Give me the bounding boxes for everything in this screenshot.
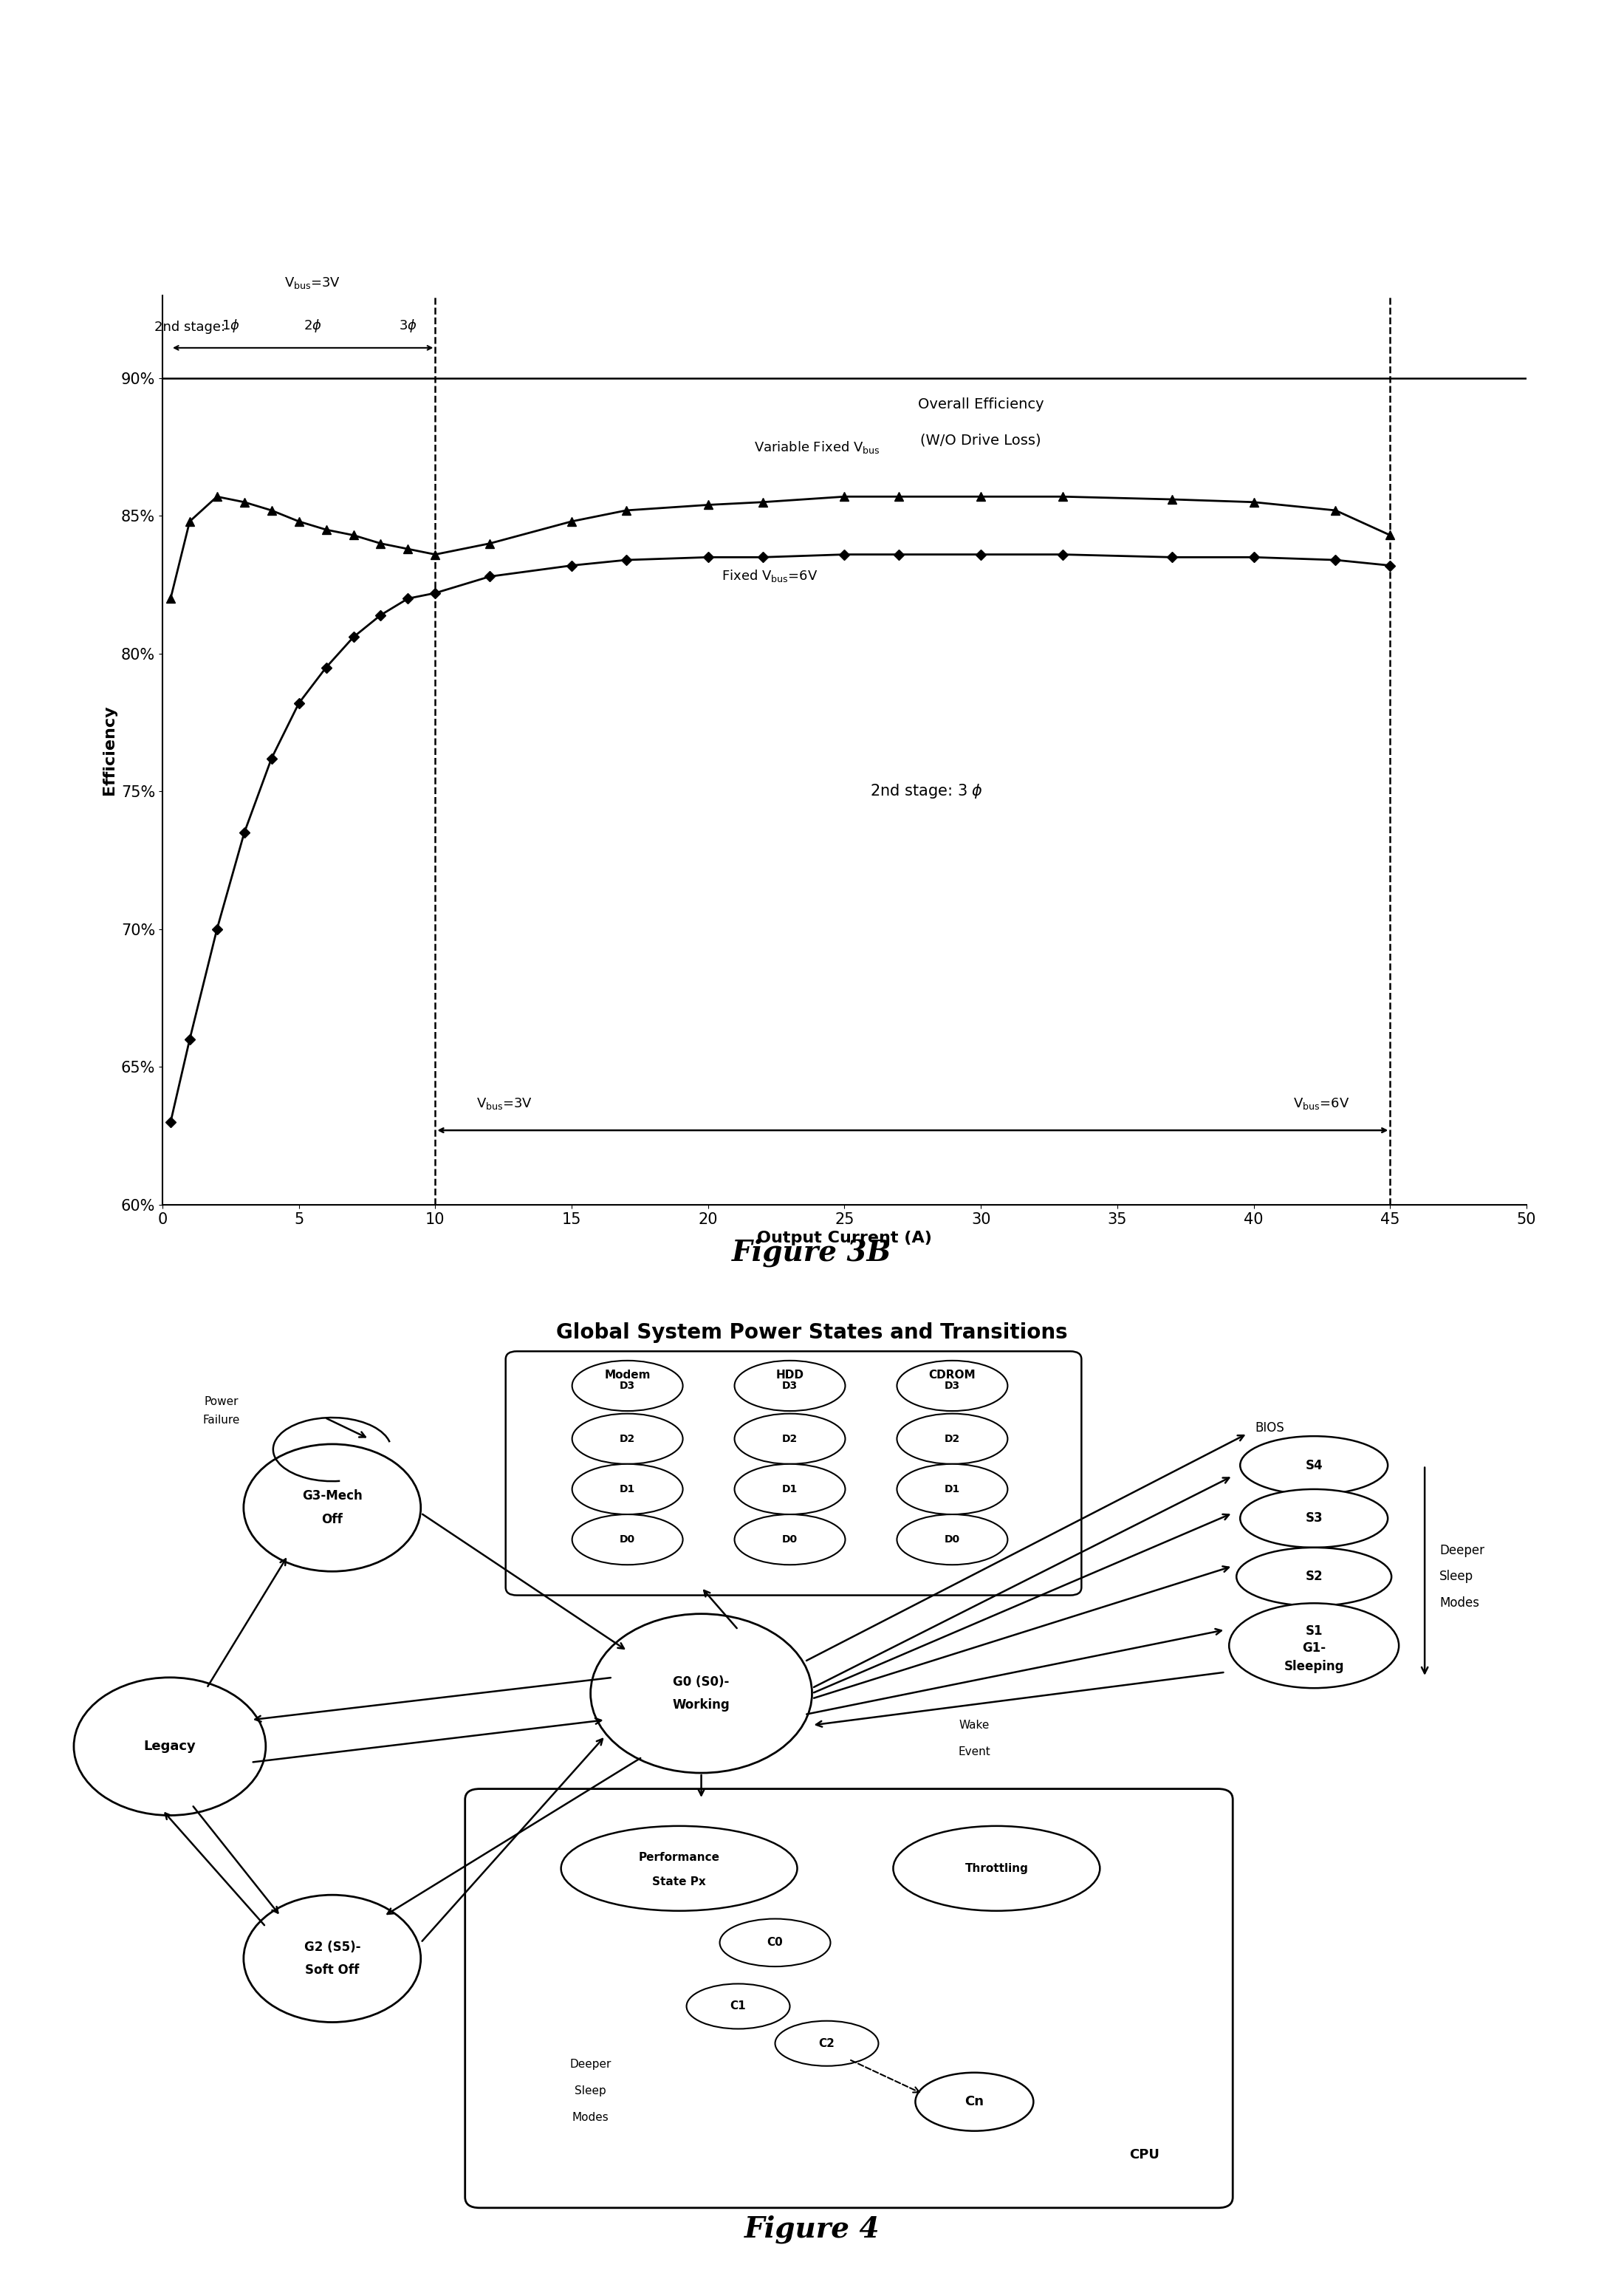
Text: Figure 4: Figure 4 <box>744 2214 880 2243</box>
Text: S2: S2 <box>1306 1571 1322 1584</box>
Text: HDD: HDD <box>776 1371 804 1380</box>
Text: State Px: State Px <box>653 1875 706 1887</box>
Y-axis label: Efficiency: Efficiency <box>102 705 117 796</box>
Text: D1: D1 <box>945 1484 960 1493</box>
Text: C0: C0 <box>767 1937 783 1948</box>
Ellipse shape <box>572 1514 682 1564</box>
Text: D1: D1 <box>783 1484 797 1493</box>
Ellipse shape <box>734 1514 844 1564</box>
Ellipse shape <box>1241 1437 1389 1496</box>
Text: Deeper: Deeper <box>1439 1543 1484 1557</box>
Text: 3$\phi$: 3$\phi$ <box>400 318 417 334</box>
Text: Cn: Cn <box>965 2096 984 2109</box>
Text: 2nd stage: 3 $\phi$: 2nd stage: 3 $\phi$ <box>870 782 983 800</box>
Ellipse shape <box>1229 1602 1398 1689</box>
Circle shape <box>73 1677 266 1816</box>
Ellipse shape <box>560 1825 797 1912</box>
Text: 1$\phi$: 1$\phi$ <box>221 318 240 334</box>
Text: Throttling: Throttling <box>965 1864 1028 1873</box>
Text: Variable Fixed V$_\mathregular{bus}$: Variable Fixed V$_\mathregular{bus}$ <box>754 439 880 455</box>
Text: Failure: Failure <box>203 1414 240 1425</box>
Text: V$_\mathregular{bus}$=6V: V$_\mathregular{bus}$=6V <box>1293 1096 1350 1111</box>
Text: D0: D0 <box>945 1534 960 1546</box>
Text: Routine: Routine <box>1255 1452 1302 1466</box>
Text: Power: Power <box>205 1396 239 1407</box>
Text: G2 (S5)-: G2 (S5)- <box>304 1941 361 1953</box>
Text: D3: D3 <box>945 1380 960 1391</box>
Ellipse shape <box>734 1464 844 1514</box>
Text: 2$\phi$: 2$\phi$ <box>304 318 322 334</box>
Text: Modes: Modes <box>1439 1596 1479 1609</box>
Text: Sleep: Sleep <box>1439 1571 1473 1584</box>
Ellipse shape <box>734 1362 844 1412</box>
Text: D0: D0 <box>620 1534 635 1546</box>
Text: S3: S3 <box>1306 1512 1322 1525</box>
Text: Fixed V$_\mathregular{bus}$=6V: Fixed V$_\mathregular{bus}$=6V <box>721 568 818 584</box>
Ellipse shape <box>1236 1548 1392 1605</box>
Text: V$_\mathregular{bus}$=3V: V$_\mathregular{bus}$=3V <box>284 275 341 291</box>
Circle shape <box>244 1896 421 2023</box>
Text: S1: S1 <box>1306 1625 1322 1637</box>
Text: Modes: Modes <box>572 2112 609 2123</box>
Ellipse shape <box>896 1464 1007 1514</box>
Ellipse shape <box>572 1362 682 1412</box>
Text: Legacy: Legacy <box>143 1739 197 1752</box>
Ellipse shape <box>896 1414 1007 1464</box>
Text: Event: Event <box>958 1746 991 1757</box>
Text: G1-: G1- <box>1302 1641 1325 1655</box>
Text: Sleeping: Sleeping <box>1285 1659 1345 1673</box>
Text: D3: D3 <box>783 1380 797 1391</box>
Text: G0 (S0)-: G0 (S0)- <box>672 1675 729 1689</box>
Text: BIOS: BIOS <box>1255 1421 1285 1434</box>
Text: D3: D3 <box>620 1380 635 1391</box>
Ellipse shape <box>896 1514 1007 1564</box>
Ellipse shape <box>572 1464 682 1514</box>
Ellipse shape <box>916 2073 1033 2132</box>
Text: Deeper: Deeper <box>570 2059 611 2071</box>
Text: (W/O Drive Loss): (W/O Drive Loss) <box>921 434 1041 448</box>
Text: C1: C1 <box>731 2000 745 2012</box>
FancyBboxPatch shape <box>505 1350 1082 1596</box>
Text: Modem: Modem <box>604 1371 651 1380</box>
Circle shape <box>591 1614 812 1773</box>
Text: Figure 3B: Figure 3B <box>732 1239 892 1268</box>
Text: G3-Mech: G3-Mech <box>302 1489 362 1502</box>
Text: Global System Power States and Transitions: Global System Power States and Transitio… <box>557 1323 1067 1343</box>
Text: Working: Working <box>672 1698 729 1712</box>
Ellipse shape <box>572 1414 682 1464</box>
Text: Overall Efficiency: Overall Efficiency <box>918 398 1044 411</box>
Text: CPU: CPU <box>1129 2148 1160 2162</box>
Ellipse shape <box>687 1984 789 2030</box>
Ellipse shape <box>775 2021 879 2066</box>
Text: Off: Off <box>322 1514 343 1525</box>
Text: S4: S4 <box>1306 1459 1322 1473</box>
Ellipse shape <box>719 1918 830 1966</box>
Ellipse shape <box>896 1362 1007 1412</box>
Ellipse shape <box>893 1825 1099 1912</box>
Ellipse shape <box>734 1414 844 1464</box>
Text: Soft Off: Soft Off <box>305 1964 359 1978</box>
X-axis label: Output Current (A): Output Current (A) <box>757 1230 932 1246</box>
Text: C2: C2 <box>818 2039 835 2048</box>
Text: V$_\mathregular{bus}$=3V: V$_\mathregular{bus}$=3V <box>476 1096 533 1111</box>
FancyBboxPatch shape <box>464 1789 1233 2207</box>
Text: Sleep: Sleep <box>575 2087 606 2096</box>
Text: 2nd stage:: 2nd stage: <box>154 320 226 334</box>
Text: D1: D1 <box>620 1484 635 1493</box>
Text: D2: D2 <box>783 1434 797 1443</box>
Text: D0: D0 <box>783 1534 797 1546</box>
Text: CDROM: CDROM <box>929 1371 976 1380</box>
Ellipse shape <box>1241 1489 1389 1548</box>
Text: D2: D2 <box>620 1434 635 1443</box>
Text: Wake: Wake <box>960 1721 989 1732</box>
Text: D2: D2 <box>945 1434 960 1443</box>
Circle shape <box>244 1443 421 1571</box>
Text: Performance: Performance <box>638 1852 719 1864</box>
